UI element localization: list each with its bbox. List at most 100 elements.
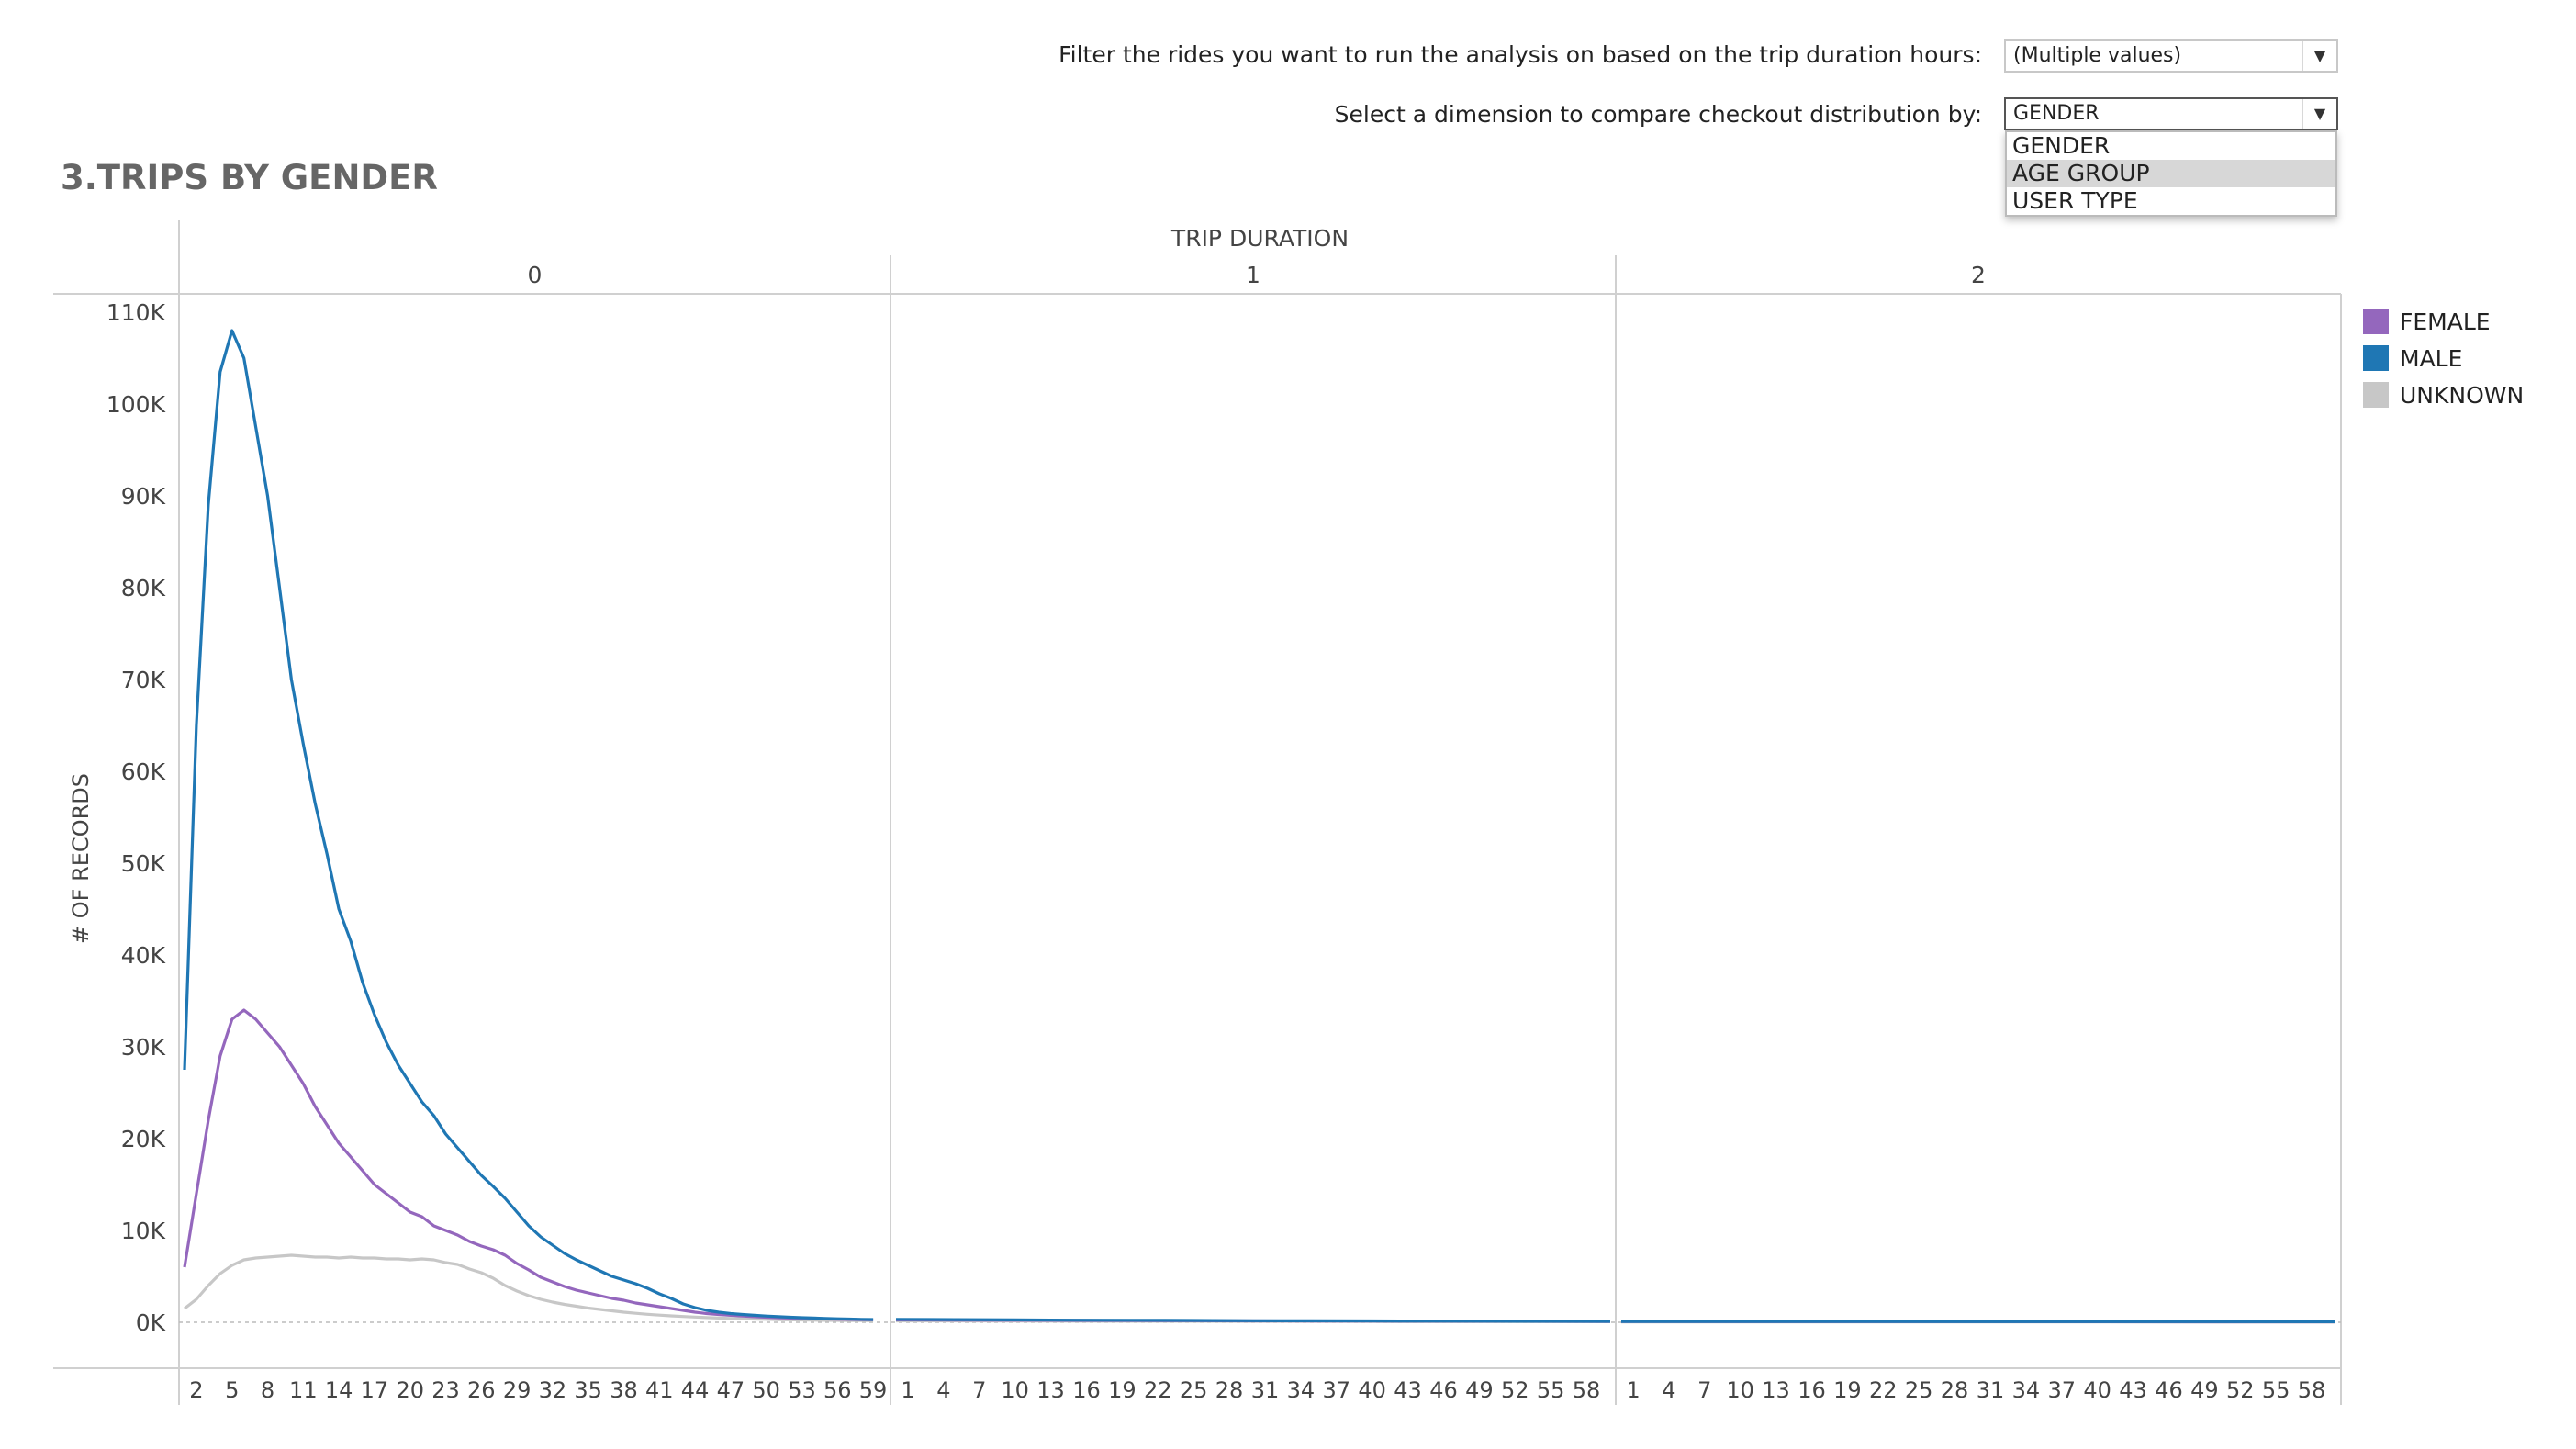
x-tick-label-pane1-16: 16 (1072, 1377, 1101, 1403)
x-tick-label-pane0-14: 14 (325, 1377, 353, 1403)
x-tick-label-pane0-2: 2 (189, 1377, 203, 1403)
x-tick-label-pane1-55: 55 (1537, 1377, 1565, 1403)
dimension-option-gender[interactable]: GENDER (2012, 132, 2111, 159)
dimension-filter-value: GENDER (2013, 102, 2100, 125)
x-tick-label-pane1-37: 37 (1322, 1377, 1350, 1403)
pane-header-0: 0 (528, 262, 543, 288)
x-tick-label-pane2-25: 25 (1905, 1377, 1933, 1403)
x-tick-label-pane1-31: 31 (1251, 1377, 1280, 1403)
x-tick-label-pane2-55: 55 (2262, 1377, 2290, 1403)
x-tick-label-pane0-11: 11 (289, 1377, 318, 1403)
x-tick-label-pane0-41: 41 (645, 1377, 674, 1403)
y-tick-label-0K: 0K (136, 1309, 166, 1336)
x-tick-label-pane0-29: 29 (503, 1377, 532, 1403)
chevron-down-icon[interactable]: ▼ (2302, 99, 2336, 129)
x-tick-label-pane0-23: 23 (431, 1377, 460, 1403)
pane-header-1: 1 (1246, 262, 1260, 288)
x-tick-label-pane2-22: 22 (1869, 1377, 1898, 1403)
y-tick-label-10K: 10K (121, 1218, 166, 1244)
pane-header-2: 2 (1971, 262, 1986, 288)
dimension-option-age-group[interactable]: AGE GROUP (2007, 160, 2335, 187)
legend-swatch-female (2363, 309, 2389, 334)
dimension-filter-label: Select a dimension to compare checkout d… (1334, 101, 1982, 128)
x-tick-label-pane1-43: 43 (1394, 1377, 1422, 1403)
y-tick-label-60K: 60K (121, 758, 166, 785)
x-tick-label-pane0-26: 26 (467, 1377, 496, 1403)
x-tick-label-pane1-25: 25 (1180, 1377, 1208, 1403)
x-tick-label-pane2-4: 4 (1662, 1377, 1675, 1403)
x-tick-label-pane1-10: 10 (1001, 1377, 1029, 1403)
y-tick-label-80K: 80K (121, 575, 166, 601)
x-tick-label-pane0-38: 38 (610, 1377, 638, 1403)
x-tick-label-pane0-44: 44 (681, 1377, 710, 1403)
x-tick-label-pane2-46: 46 (2155, 1377, 2183, 1403)
x-tick-label-pane0-59: 59 (859, 1377, 888, 1403)
x-tick-label-pane2-31: 31 (1977, 1377, 2005, 1403)
column-header-trip-duration: TRIP DURATION (1170, 225, 1349, 252)
x-tick-label-pane0-35: 35 (574, 1377, 602, 1403)
x-tick-label-pane2-49: 49 (2190, 1377, 2219, 1403)
x-tick-label-pane1-4: 4 (936, 1377, 950, 1403)
x-tick-label-pane0-50: 50 (752, 1377, 780, 1403)
x-tick-label-pane1-13: 13 (1036, 1377, 1065, 1403)
y-tick-label-30K: 30K (121, 1034, 166, 1061)
x-tick-label-pane2-58: 58 (2298, 1377, 2326, 1403)
legend-swatch-male (2363, 345, 2389, 371)
legend-swatch-unknown (2363, 382, 2389, 408)
legend-label-unknown: UNKNOWN (2400, 381, 2525, 409)
x-tick-label-pane2-10: 10 (1726, 1377, 1754, 1403)
x-tick-label-pane2-7: 7 (1697, 1377, 1711, 1403)
y-tick-label-110K: 110K (106, 299, 166, 326)
series-line-male-pane1 (895, 1318, 1611, 1323)
x-tick-label-pane2-43: 43 (2119, 1377, 2147, 1403)
dimension-option-user-type[interactable]: USER TYPE (2012, 187, 2138, 214)
x-tick-label-pane0-8: 8 (261, 1377, 274, 1403)
x-tick-label-pane1-46: 46 (1429, 1377, 1458, 1403)
pane-headers: TRIP DURATION 0 1 2 (528, 225, 1986, 288)
x-tick-label-pane0-5: 5 (225, 1377, 239, 1403)
duration-filter-select[interactable]: (Multiple values) ▼ (2004, 39, 2338, 73)
y-tick-label-70K: 70K (121, 667, 166, 693)
x-tick-label-pane2-40: 40 (2083, 1377, 2111, 1403)
x-tick-label-pane0-32: 32 (539, 1377, 567, 1403)
x-tick-label-pane2-37: 37 (2047, 1377, 2076, 1403)
x-tick-label-pane1-58: 58 (1573, 1377, 1601, 1403)
x-tick-label-pane2-19: 19 (1833, 1377, 1862, 1403)
series-line-male-pane0 (183, 329, 874, 1321)
x-tick-label-pane2-52: 52 (2226, 1377, 2255, 1403)
duration-filter-value: (Multiple values) (2013, 44, 2182, 67)
x-tick-label-pane1-7: 7 (972, 1377, 986, 1403)
x-tick-label-pane2-34: 34 (2012, 1377, 2041, 1403)
series-line-unknown-pane0 (184, 1253, 874, 1322)
y-tick-label-40K: 40K (121, 942, 166, 969)
x-tick-label-pane1-22: 22 (1144, 1377, 1172, 1403)
chart-legend: FEMALE MALE UNKNOWN (2363, 303, 2524, 413)
x-tick-label-pane2-1: 1 (1626, 1377, 1640, 1403)
y-tick-label-100K: 100K (106, 391, 166, 418)
dimension-filter-select[interactable]: GENDER ▼ (2004, 97, 2338, 130)
x-tick-label-pane0-47: 47 (717, 1377, 745, 1403)
x-tick-label-pane2-16: 16 (1798, 1377, 1826, 1403)
x-tick-label-pane0-56: 56 (823, 1377, 852, 1403)
legend-item-female[interactable]: FEMALE (2363, 303, 2524, 340)
x-tick-label-pane2-28: 28 (1941, 1377, 1969, 1403)
chevron-down-icon[interactable]: ▼ (2302, 41, 2336, 71)
x-tick-label-pane0-53: 53 (788, 1377, 816, 1403)
x-tick-label-pane0-17: 17 (361, 1377, 389, 1403)
y-axis: 0K 10K 20K 30K 40K 50K 60K 70K 80K 90K 100K 110K # O… (68, 299, 2341, 1336)
y-axis-label: # OF RECORDS (68, 773, 94, 944)
legend-label-female: FEMALE (2400, 308, 2491, 335)
series-line-female-pane0 (183, 1008, 874, 1321)
x-tick-label-pane1-49: 49 (1465, 1377, 1494, 1403)
x-tick-label-pane1-19: 19 (1108, 1377, 1137, 1403)
x-tick-label-pane1-1: 1 (901, 1377, 914, 1403)
legend-label-male: MALE (2400, 344, 2463, 372)
x-tick-label-pane2-13: 13 (1762, 1377, 1790, 1403)
x-tick-label-pane1-52: 52 (1501, 1377, 1529, 1403)
legend-item-male[interactable]: MALE (2363, 340, 2524, 376)
legend-item-unknown[interactable]: UNKNOWN (2363, 376, 2524, 413)
x-tick-label-pane1-28: 28 (1215, 1377, 1244, 1403)
x-tick-label-pane1-40: 40 (1358, 1377, 1386, 1403)
chart-frame (53, 220, 2342, 1405)
